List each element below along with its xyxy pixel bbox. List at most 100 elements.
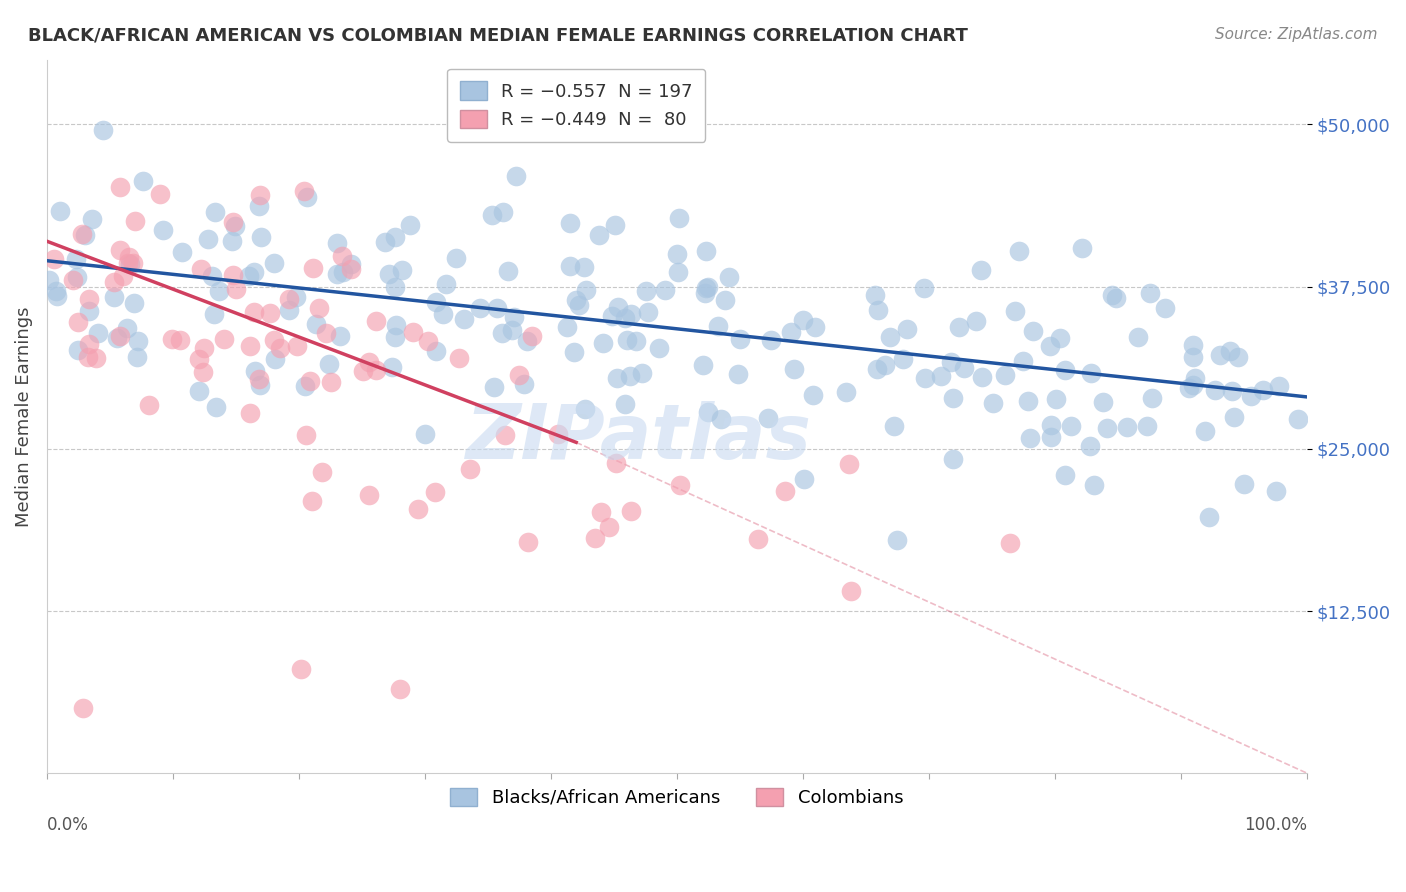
Point — [46, 289, 69, 303]
Point — [555, 320, 578, 334]
Point — [508, 368, 530, 382]
Point — [103, 275, 125, 289]
Point — [695, 280, 717, 294]
Point — [1264, 484, 1286, 499]
Point — [187, 384, 209, 398]
Point — [399, 218, 422, 232]
Point — [636, 284, 658, 298]
Point — [773, 483, 796, 498]
Point — [259, 306, 281, 320]
Point — [378, 268, 401, 282]
Point — [614, 311, 637, 326]
Point — [118, 250, 141, 264]
Point — [692, 358, 714, 372]
Point — [547, 426, 569, 441]
Point — [249, 229, 271, 244]
Point — [263, 256, 285, 270]
Point — [269, 342, 291, 356]
Point — [1182, 338, 1205, 352]
Point — [912, 281, 935, 295]
Point — [1060, 419, 1083, 434]
Point — [970, 263, 993, 277]
Point — [575, 283, 598, 297]
Point — [45, 284, 67, 298]
Point — [1105, 292, 1128, 306]
Point — [70, 227, 93, 241]
Point — [278, 303, 301, 318]
Point — [187, 351, 209, 366]
Point — [295, 190, 318, 204]
Point — [801, 388, 824, 402]
Point — [879, 330, 901, 344]
Point — [505, 169, 527, 184]
Point — [205, 400, 228, 414]
Point — [381, 359, 404, 374]
Point — [1045, 392, 1067, 406]
Point — [1091, 395, 1114, 409]
Point — [423, 485, 446, 500]
Point — [1017, 393, 1039, 408]
Point — [838, 457, 860, 471]
Point — [170, 244, 193, 259]
Point — [105, 331, 128, 345]
Point — [697, 280, 720, 294]
Point — [127, 334, 149, 348]
Point — [330, 249, 353, 263]
Point — [65, 252, 87, 267]
Point — [592, 336, 614, 351]
Point — [600, 310, 623, 324]
Point — [558, 259, 581, 273]
Point — [520, 329, 543, 343]
Point — [665, 246, 688, 260]
Text: 0.0%: 0.0% — [46, 816, 89, 834]
Point — [914, 370, 936, 384]
Point — [385, 318, 408, 332]
Point — [718, 270, 741, 285]
Point — [122, 296, 145, 310]
Point — [496, 264, 519, 278]
Point — [436, 277, 458, 292]
Point — [994, 368, 1017, 383]
Point — [453, 312, 475, 326]
Point — [1021, 325, 1043, 339]
Point — [221, 234, 243, 248]
Point — [1039, 418, 1062, 433]
Point — [208, 284, 231, 298]
Point — [222, 215, 245, 229]
Point — [1139, 285, 1161, 300]
Point — [631, 366, 654, 380]
Point — [444, 251, 467, 265]
Point — [204, 205, 226, 219]
Point — [793, 472, 815, 486]
Point — [574, 402, 596, 417]
Point — [482, 380, 505, 394]
Point — [87, 326, 110, 340]
Point — [1222, 410, 1244, 425]
Point — [1198, 510, 1220, 524]
Legend: Blacks/African Americans, Colombians: Blacks/African Americans, Colombians — [443, 780, 911, 814]
Point — [124, 214, 146, 228]
Point — [224, 219, 246, 233]
Point — [710, 412, 733, 426]
Point — [1039, 339, 1062, 353]
Point — [605, 218, 627, 232]
Point — [110, 179, 132, 194]
Point — [110, 243, 132, 257]
Point — [117, 256, 139, 270]
Point — [138, 398, 160, 412]
Point — [340, 257, 363, 271]
Point — [239, 406, 262, 420]
Point — [666, 265, 689, 279]
Point — [565, 293, 588, 307]
Point — [301, 261, 323, 276]
Point — [66, 269, 89, 284]
Point — [714, 293, 737, 308]
Point — [79, 337, 101, 351]
Point — [1184, 371, 1206, 385]
Point — [292, 184, 315, 198]
Point — [929, 369, 952, 384]
Point — [449, 351, 471, 365]
Point — [866, 302, 889, 317]
Text: ZIPatlas: ZIPatlas — [467, 401, 813, 475]
Point — [606, 370, 628, 384]
